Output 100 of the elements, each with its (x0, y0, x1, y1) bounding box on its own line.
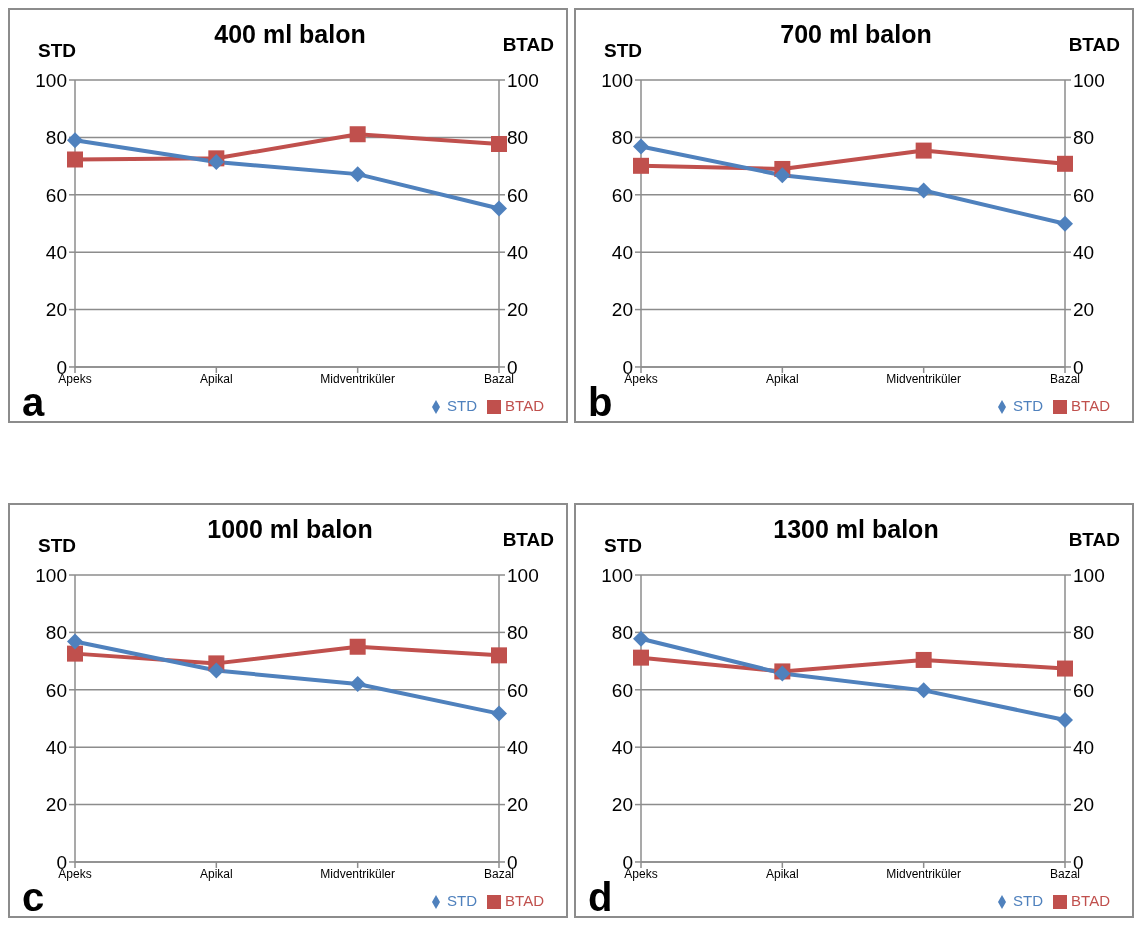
y-tick-label: 20 (611, 794, 633, 816)
x-tick-label: Apikal (199, 372, 233, 387)
y-tick-label: 80 (45, 127, 67, 149)
text: d (588, 875, 613, 920)
y2-axis-title: BTAD (502, 529, 554, 551)
point (349, 166, 366, 183)
point (491, 135, 507, 152)
y-tick-label: 100 (35, 564, 67, 586)
point (67, 645, 83, 662)
y-tick-label: 100 (601, 69, 633, 91)
point (1057, 711, 1073, 728)
legend-label: BTAD (505, 891, 544, 909)
y-tick-label: 20 (45, 794, 67, 816)
y2-tick-label: 80 (507, 127, 529, 149)
y-tick-label: 40 (45, 241, 67, 263)
x-tick-label: Apikal (765, 867, 799, 882)
point (67, 633, 83, 650)
y-tick-label: 80 (611, 127, 633, 149)
legend-label: BTAD (505, 396, 544, 414)
x-tick-label: Midventriküler (886, 372, 962, 387)
point (491, 200, 507, 217)
y2-tick-label: 20 (1073, 794, 1095, 816)
y2-tick-label: 60 (1073, 184, 1095, 206)
y-tick-label: 80 (45, 622, 67, 644)
y-axis-title: STD (604, 535, 642, 557)
point (915, 682, 932, 699)
y-axis-title: STD (38, 535, 76, 557)
x-tick-label: Apikal (199, 867, 233, 882)
y-tick-label: 60 (45, 679, 67, 701)
y2-tick-label: 100 (1073, 564, 1105, 586)
text: b (588, 380, 613, 425)
y-axis-title: STD (38, 40, 76, 62)
x-tick-label: Bazal (483, 867, 515, 882)
point (774, 167, 791, 184)
y-tick-label: 100 (601, 564, 633, 586)
point (67, 132, 83, 149)
y2-tick-label: 80 (1073, 127, 1095, 149)
y-tick-label: 60 (45, 184, 67, 206)
point (67, 151, 83, 168)
point (915, 182, 932, 199)
y2-tick-label: 40 (1073, 736, 1095, 758)
x-tick-label: Bazal (1049, 372, 1081, 387)
point (349, 638, 366, 655)
point (633, 138, 649, 155)
y-tick-label: 20 (45, 299, 67, 321)
chart-title: 1300 ml balon (773, 515, 939, 543)
y2-tick-label: 40 (507, 241, 529, 263)
x-tick-label: Apikal (765, 372, 799, 387)
y2-tick-label: 20 (507, 299, 529, 321)
y2-tick-label: 40 (1073, 241, 1095, 263)
y-tick-label: 60 (611, 679, 633, 701)
point (1057, 215, 1073, 232)
chart-title: 700 ml balon (780, 20, 932, 48)
point (633, 649, 649, 666)
x-tick-label: Bazal (1049, 867, 1081, 882)
point (1057, 660, 1073, 677)
legend-label: STD (1013, 891, 1044, 909)
y-tick-label: 40 (611, 241, 633, 263)
legend-label: STD (447, 891, 478, 909)
y-tick-label: 100 (35, 69, 67, 91)
point (208, 662, 225, 679)
point (915, 651, 932, 668)
point (633, 157, 649, 174)
y-axis-title: STD (604, 40, 642, 62)
point (1057, 155, 1073, 172)
y2-tick-label: 40 (507, 736, 529, 758)
chart-title: 1000 ml balon (207, 515, 373, 543)
text: a (22, 380, 45, 425)
legend-label: BTAD (1071, 396, 1110, 414)
y-tick-label: 80 (611, 622, 633, 644)
y2-axis-title: BTAD (1068, 34, 1120, 56)
point (491, 647, 507, 664)
y-tick-label: 60 (611, 184, 633, 206)
point (208, 154, 225, 171)
y-tick-label: 40 (45, 736, 67, 758)
chart-title: 400 ml balon (214, 20, 366, 48)
point (915, 142, 932, 159)
y2-tick-label: 20 (507, 794, 529, 816)
point (349, 676, 366, 693)
y2-tick-label: 100 (507, 564, 539, 586)
x-tick-label: Bazal (483, 372, 515, 387)
x-tick-label: Midventriküler (320, 372, 396, 387)
point (633, 630, 649, 647)
y2-tick-label: 60 (1073, 679, 1095, 701)
y2-axis-title: BTAD (1068, 529, 1120, 551)
text: c (22, 875, 45, 920)
y2-tick-label: 60 (507, 184, 529, 206)
x-tick-label: Midventriküler (320, 867, 396, 882)
y2-axis-title: BTAD (502, 34, 554, 56)
y2-tick-label: 20 (1073, 299, 1095, 321)
y2-tick-label: 100 (1073, 69, 1105, 91)
legend-label: STD (1013, 396, 1044, 414)
y-tick-label: 20 (611, 299, 633, 321)
legend-label: BTAD (1071, 891, 1110, 909)
point (491, 705, 507, 722)
y2-tick-label: 80 (1073, 622, 1095, 644)
legend-label: STD (447, 396, 478, 414)
y2-tick-label: 60 (507, 679, 529, 701)
y-tick-label: 40 (611, 736, 633, 758)
y2-tick-label: 100 (507, 69, 539, 91)
